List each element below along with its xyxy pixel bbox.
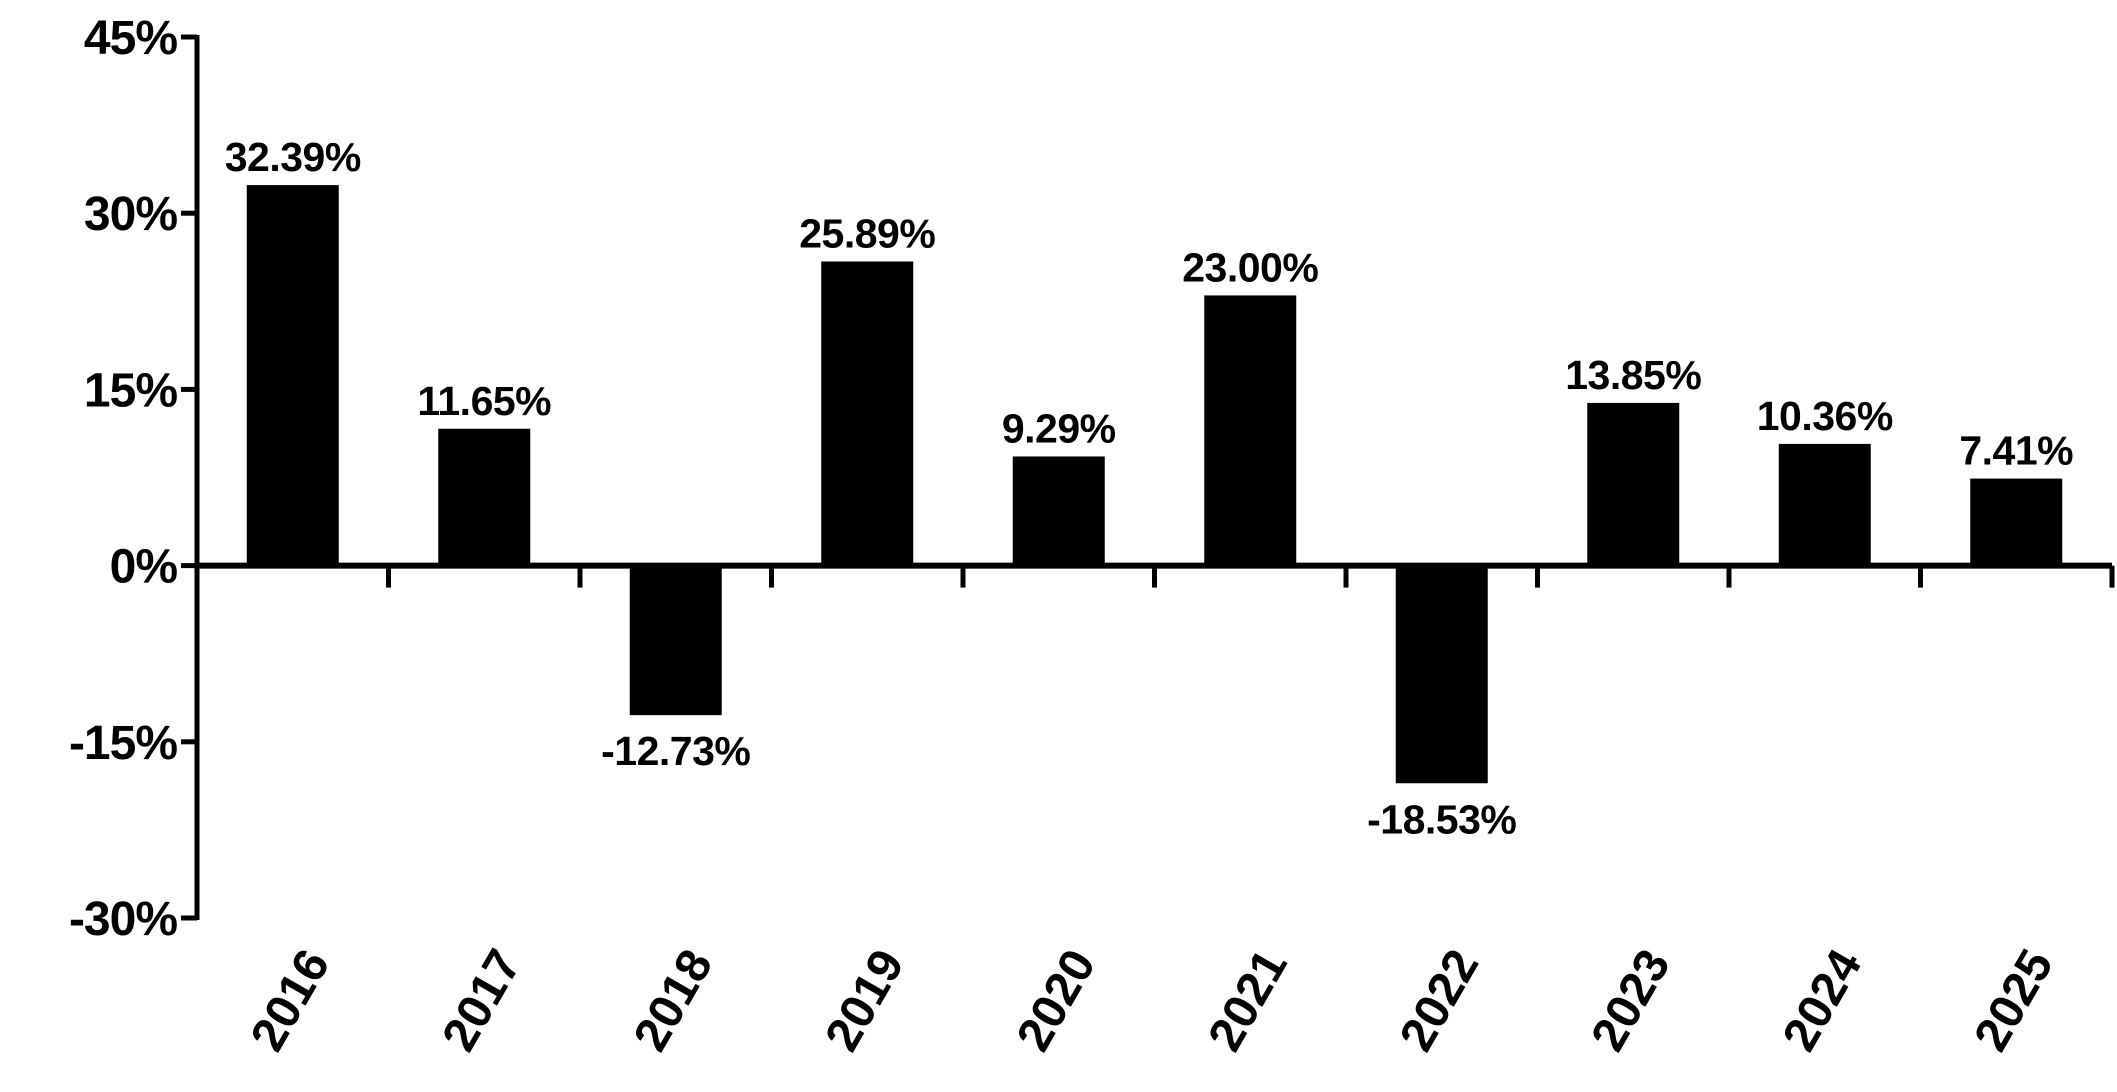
x-tick-label-2021: 2021: [1198, 941, 1297, 1060]
y-axis: 45% 30% 15% 0% -15% -30%: [69, 12, 200, 946]
data-label-2025: 7.41%: [1959, 428, 2073, 474]
x-tick-label-2022: 2022: [1390, 941, 1489, 1060]
x-tick-label-2016: 2016: [241, 941, 340, 1060]
bar-2019: [821, 261, 914, 566]
bar-2025: [1970, 478, 2063, 566]
x-tick-label-2018: 2018: [624, 941, 723, 1060]
x-tick-label-2017: 2017: [432, 941, 531, 1060]
data-label-2020: 9.29%: [1002, 405, 1116, 451]
data-label-2024: 10.36%: [1757, 393, 1893, 439]
bar-2023: [1587, 402, 1680, 566]
data-label-2016: 32.39%: [225, 134, 361, 180]
data-label-2021: 23.00%: [1182, 244, 1318, 290]
x-tick-label-2025: 2025: [1964, 941, 2063, 1060]
data-label-2022: -18.53%: [1367, 796, 1516, 842]
x-tick-label-2020: 2020: [1007, 941, 1106, 1060]
bar-2022: [1395, 565, 1488, 784]
y-tick-label: 45%: [84, 12, 177, 65]
x-tick-label-2019: 2019: [815, 941, 914, 1060]
y-tick-label: 30%: [84, 188, 177, 241]
bar-2016: [246, 185, 339, 566]
bar-2024: [1778, 443, 1871, 566]
y-tick-label: -30%: [69, 893, 177, 946]
data-label-2018: -12.73%: [601, 728, 750, 774]
bar-2021: [1204, 295, 1297, 566]
data-label-2017: 11.65%: [417, 378, 551, 424]
bars: [246, 185, 2063, 784]
y-tick-label: 15%: [84, 364, 177, 417]
x-tick-label-2023: 2023: [1581, 941, 1680, 1060]
data-label-2023: 13.85%: [1565, 352, 1701, 398]
y-tick-label: 0%: [110, 541, 178, 594]
y-tick-label: -15%: [69, 717, 177, 770]
bar-2017: [438, 428, 531, 566]
x-axis: 2016 2017 2018 2019 2020 2021 2022 2023 2024 2025: [197, 562, 2115, 1060]
data-label-2019: 25.89%: [799, 210, 935, 256]
bar-2020: [1012, 456, 1105, 566]
x-tick-label-2024: 2024: [1773, 941, 1872, 1060]
bar-2018: [629, 565, 722, 716]
data-labels: 32.39% 11.65% -12.73% 25.89% 9.29% 23.00% -18.…: [225, 134, 2074, 842]
